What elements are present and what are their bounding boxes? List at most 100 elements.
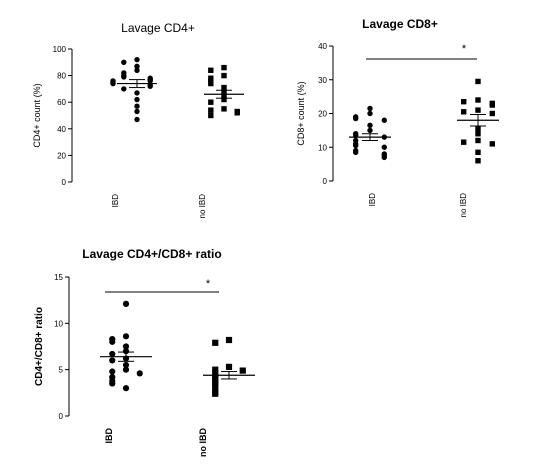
data-point [122, 300, 130, 307]
data-point [475, 78, 481, 85]
data-point [212, 381, 219, 388]
data-point [109, 357, 116, 364]
y-tick-label: 0 [323, 177, 328, 186]
category-label: IBD [111, 194, 120, 208]
data-point [475, 158, 481, 164]
data-point [212, 339, 219, 346]
data-point [381, 154, 387, 161]
data-point [122, 343, 130, 350]
data-point [221, 106, 227, 112]
data-point [109, 368, 116, 375]
data-point [134, 67, 140, 73]
data-point [134, 56, 140, 63]
data-point [122, 361, 130, 369]
y-axis-label: CD4+/CD8+ ratio [34, 307, 45, 386]
data-point [353, 142, 359, 149]
data-point [109, 350, 116, 358]
data-point [121, 59, 127, 65]
significance-marker: * [462, 43, 467, 55]
y-tick-label: 5 [59, 366, 64, 375]
data-point [225, 363, 233, 370]
data-point [134, 96, 140, 103]
data-point [234, 110, 240, 116]
data-point [461, 98, 467, 105]
y-tick-label: 40 [57, 125, 66, 134]
y-axis-label: CD4+ count (%) [32, 83, 42, 147]
data-point [475, 125, 481, 132]
data-point [134, 116, 140, 123]
data-point [221, 72, 227, 79]
data-point [225, 336, 233, 344]
data-point [353, 115, 359, 122]
y-tick-label: 60 [57, 98, 66, 107]
chart-panel-2: Lavage CD8+ 0 10 20 30 40 CD8+ count (%) IBD no … [296, 17, 499, 217]
data-point [221, 96, 227, 103]
y-tick-label: 40 [318, 42, 327, 51]
data-point [475, 107, 481, 113]
data-point [221, 64, 227, 71]
data-point [475, 137, 481, 144]
data-point [147, 78, 153, 84]
data-point [489, 102, 495, 108]
data-point [475, 149, 481, 156]
category-label: no IBD [198, 428, 208, 457]
data-point [122, 348, 130, 355]
data-point [212, 366, 219, 373]
data-point [367, 122, 373, 129]
y-tick-label: 10 [318, 143, 327, 152]
data-point [136, 370, 143, 377]
data-point [121, 74, 127, 80]
y-tick-label: 0 [59, 412, 64, 421]
data-point [489, 141, 495, 147]
y-tick-label: 20 [57, 151, 66, 160]
data-point [134, 90, 140, 96]
data-point [121, 86, 127, 92]
data-point [381, 144, 387, 150]
chart-panel-3: Lavage CD4+/CD8+ ratio 0 5 10 15 CD4+/CD8+ ra… [34, 247, 255, 457]
chart-title: Lavage CD8+ [362, 17, 438, 31]
data-point [381, 117, 387, 123]
data-point [475, 131, 481, 137]
data-point [134, 103, 140, 109]
chart-panel-1: Lavage CD4+ 0 20 40 60 80 100 CD4+ count (%) IBD… [32, 21, 244, 218]
data-point [461, 139, 467, 145]
data-point [212, 390, 219, 397]
data-point [208, 80, 214, 87]
data-point [208, 107, 214, 113]
data-point [367, 110, 373, 117]
significance-marker: * [206, 278, 211, 290]
data-point [353, 149, 359, 156]
y-tick-label: 15 [54, 273, 63, 282]
data-point [109, 380, 116, 387]
data-point [122, 385, 130, 392]
data-point [239, 367, 246, 374]
data-point [134, 63, 140, 69]
data-point [461, 109, 467, 115]
data-point [367, 105, 373, 112]
data-point [221, 84, 227, 91]
data-point [110, 80, 116, 87]
data-point [475, 97, 481, 103]
y-tick-label: 100 [53, 45, 67, 54]
data-point [208, 67, 214, 73]
y-tick-label: 80 [57, 72, 66, 81]
data-point [367, 127, 373, 134]
category-label: IBD [104, 428, 114, 444]
chart-title: Lavage CD4+/CD8+ ratio [82, 247, 221, 261]
data-point [208, 99, 214, 105]
data-point [122, 333, 130, 340]
data-point [109, 338, 116, 345]
data-point [489, 110, 495, 117]
category-label: IBD [368, 193, 377, 207]
data-point [147, 83, 153, 89]
category-label: no IBD [459, 193, 468, 218]
data-point [122, 366, 130, 373]
chart-title: Lavage CD4+ [121, 21, 195, 35]
data-point [134, 108, 140, 115]
y-tick-label: 30 [318, 76, 327, 85]
y-tick-label: 10 [54, 319, 63, 328]
y-tick-label: 20 [318, 110, 327, 119]
y-tick-label: 0 [62, 178, 67, 187]
category-label: no IBD [198, 194, 207, 219]
